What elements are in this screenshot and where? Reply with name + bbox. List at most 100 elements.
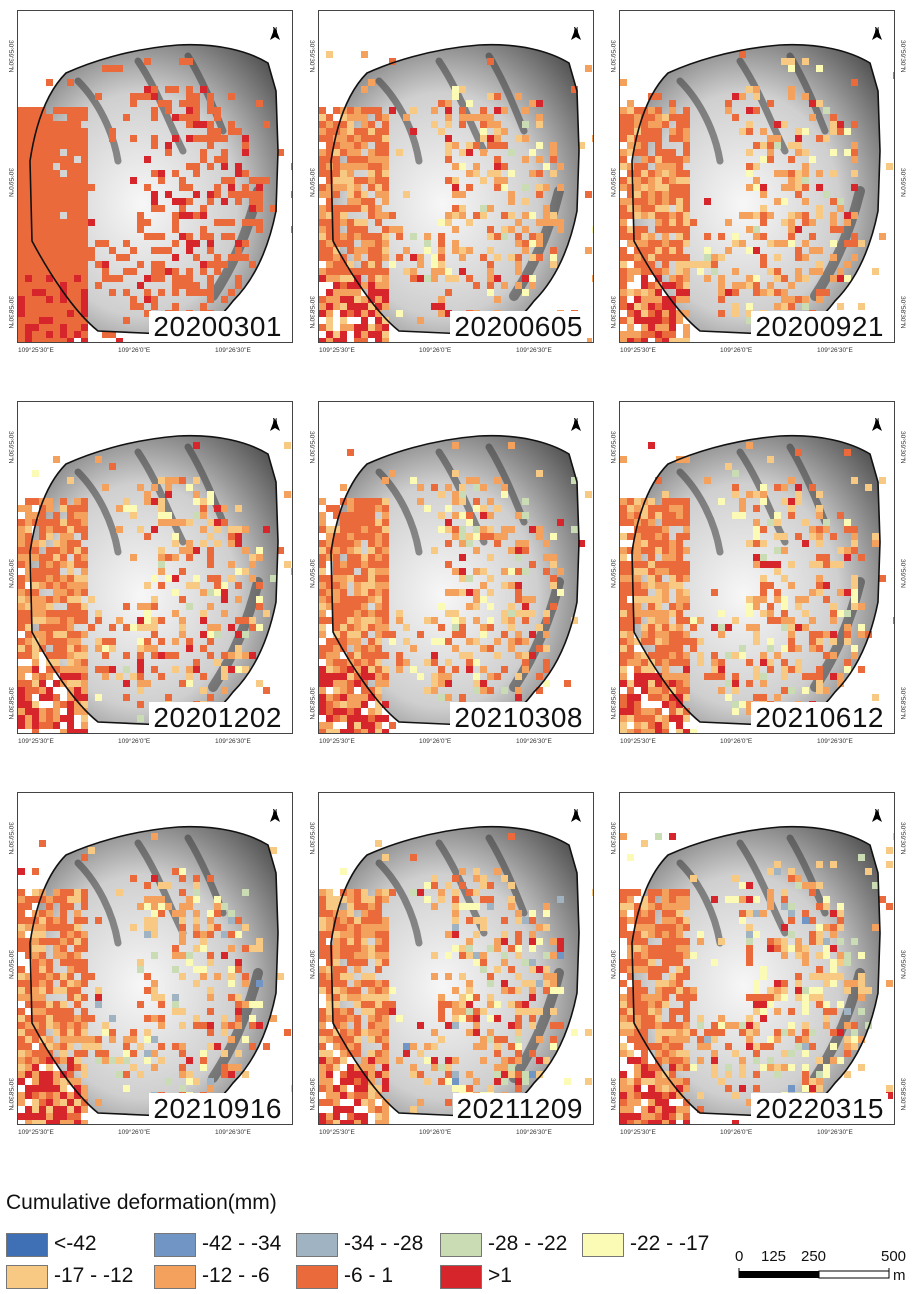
deformation-pixel	[389, 1001, 396, 1008]
deformation-pixel	[746, 610, 753, 617]
deformation-pixel	[347, 694, 354, 701]
deformation-pixel	[466, 519, 473, 526]
deformation-pixel	[571, 526, 578, 533]
deformation-pixel	[375, 1001, 382, 1008]
deformation-pixel	[543, 554, 550, 561]
deformation-pixel	[347, 917, 354, 924]
deformation-pixel	[494, 1078, 501, 1085]
deformation-pixel	[354, 310, 361, 317]
deformation-pixel	[32, 673, 39, 680]
deformation-pixel	[361, 219, 368, 226]
deformation-pixel	[347, 624, 354, 631]
deformation-pixel	[655, 1064, 662, 1071]
deformation-pixel	[515, 917, 522, 924]
deformation-pixel	[193, 1022, 200, 1029]
deformation-pixel	[53, 631, 60, 638]
deformation-pixel	[32, 324, 39, 331]
deformation-pixel	[18, 170, 25, 177]
deformation-pixel	[774, 868, 781, 875]
deformation-pixel	[116, 673, 123, 680]
deformation-pixel	[144, 289, 151, 296]
deformation-pixel	[795, 973, 802, 980]
deformation-pixel	[340, 184, 347, 191]
deformation-pixel	[662, 687, 669, 694]
deformation-pixel	[25, 331, 32, 338]
deformation-pixel	[46, 987, 53, 994]
deformation-pixel	[662, 917, 669, 924]
deformation-pixel	[39, 338, 46, 342]
deformation-pixel	[515, 135, 522, 142]
deformation-pixel	[18, 910, 25, 917]
deformation-pixel	[18, 275, 25, 282]
deformation-pixel	[158, 582, 165, 589]
deformation-pixel	[830, 1029, 837, 1036]
deformation-pixel	[25, 128, 32, 135]
deformation-pixel	[508, 1064, 515, 1071]
y-tick-label: 30°59'30"N	[7, 822, 14, 855]
deformation-pixel	[18, 917, 25, 924]
deformation-pixel	[347, 1078, 354, 1085]
deformation-pixel	[319, 547, 326, 554]
deformation-pixel	[382, 631, 389, 638]
deformation-pixel	[46, 561, 53, 568]
deformation-pixel	[95, 645, 102, 652]
deformation-pixel	[809, 973, 816, 980]
deformation-pixel	[816, 526, 823, 533]
deformation-pixel	[676, 610, 683, 617]
deformation-pixel	[536, 121, 543, 128]
deformation-pixel	[46, 582, 53, 589]
deformation-pixel	[515, 631, 522, 638]
deformation-pixel	[634, 582, 641, 589]
deformation-pixel	[809, 268, 816, 275]
deformation-pixel	[340, 666, 347, 673]
deformation-pixel	[669, 889, 676, 896]
deformation-pixel	[319, 275, 326, 282]
deformation-pixel	[774, 512, 781, 519]
deformation-pixel	[25, 924, 32, 931]
deformation-pixel	[676, 275, 683, 282]
deformation-pixel	[795, 247, 802, 254]
deformation-pixel	[445, 135, 452, 142]
deformation-points	[319, 833, 593, 1124]
deformation-pixel	[501, 163, 508, 170]
deformation-pixel	[179, 275, 186, 282]
deformation-pixel	[347, 310, 354, 317]
deformation-pixel	[578, 540, 585, 547]
deformation-pixel	[361, 156, 368, 163]
deformation-pixel	[39, 135, 46, 142]
deformation-pixel	[746, 603, 753, 610]
deformation-pixel	[193, 100, 200, 107]
deformation-pixel	[389, 889, 396, 896]
deformation-pixel	[634, 924, 641, 931]
deformation-pixel	[340, 1085, 347, 1092]
deformation-pixel	[144, 58, 151, 65]
deformation-pixel	[802, 1050, 809, 1057]
panel-date-label: 20210916	[149, 1093, 286, 1124]
deformation-pixel	[823, 945, 830, 952]
deformation-pixel	[319, 673, 326, 680]
deformation-pixel	[18, 142, 25, 149]
deformation-pixel	[67, 296, 74, 303]
deformation-pixel	[893, 72, 894, 79]
deformation-pixel	[333, 924, 340, 931]
deformation-pixel	[494, 477, 501, 484]
deformation-pixel	[32, 1050, 39, 1057]
deformation-pixel	[81, 324, 88, 331]
deformation-pixel	[319, 917, 326, 924]
deformation-pixel	[697, 268, 704, 275]
deformation-pixel	[74, 128, 81, 135]
deformation-pixel	[746, 659, 753, 666]
deformation-pixel	[718, 1022, 725, 1029]
deformation-pixel	[368, 980, 375, 987]
deformation-pixel	[102, 673, 109, 680]
deformation-pixel	[67, 575, 74, 582]
deformation-pixel	[473, 1022, 480, 1029]
deformation-pixel	[333, 233, 340, 240]
deformation-pixel	[753, 561, 760, 568]
deformation-pixel	[802, 673, 809, 680]
deformation-pixel	[53, 568, 60, 575]
deformation-pixel	[165, 1078, 172, 1085]
deformation-pixel	[319, 889, 326, 896]
deformation-pixel	[109, 247, 116, 254]
deformation-pixel	[445, 1071, 452, 1078]
